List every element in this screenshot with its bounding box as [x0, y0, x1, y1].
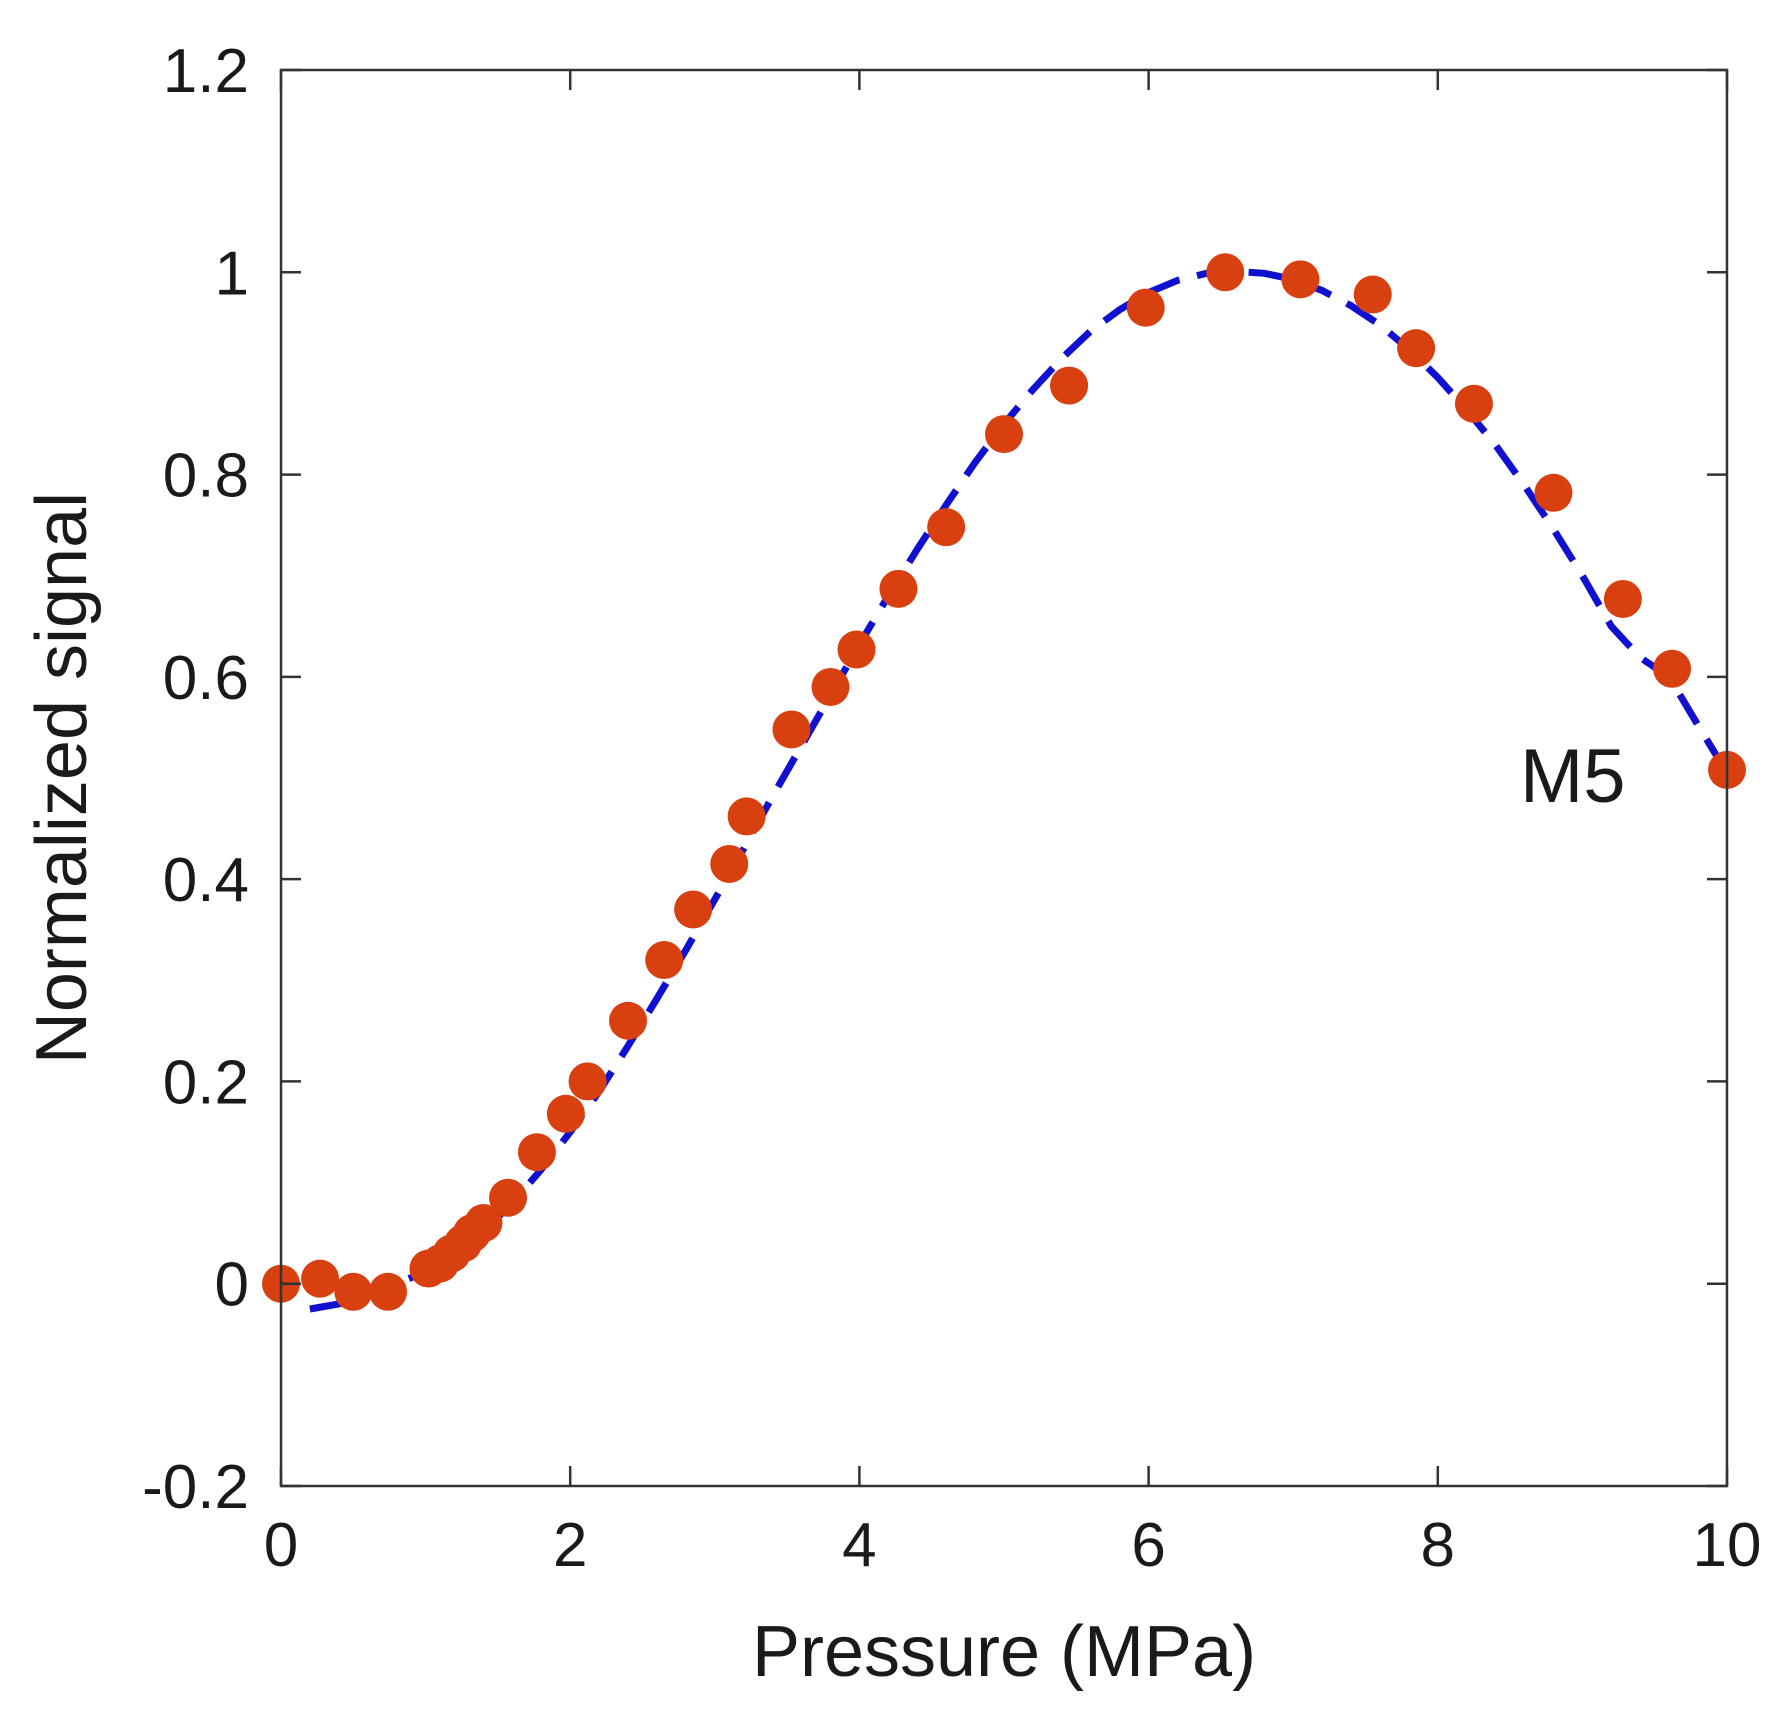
x-tick-label-4: 8	[1421, 1511, 1455, 1580]
data-point-22	[879, 569, 918, 608]
x-axis-label: Pressure (MPa)	[752, 1612, 1256, 1692]
data-point-34	[1653, 649, 1692, 688]
data-point-24	[985, 415, 1023, 454]
y-tick-label-4: 0.6	[163, 644, 249, 713]
data-point-9	[464, 1204, 503, 1243]
data-point-19	[772, 710, 811, 749]
x-tick-label-3: 6	[1131, 1511, 1165, 1580]
data-point-20	[811, 667, 850, 706]
x-tick-labels: 0 2 4 6 8 10	[264, 1511, 1762, 1580]
data-point-27	[1206, 253, 1245, 292]
data-point-25	[1050, 366, 1089, 405]
data-point-31	[1454, 384, 1493, 423]
data-point-28	[1281, 260, 1320, 299]
data-point-30	[1397, 329, 1436, 368]
data-point-29	[1353, 275, 1392, 314]
data-point-32	[1534, 473, 1573, 512]
x-tick-label-2: 4	[842, 1511, 876, 1580]
x-tick-label-1: 2	[553, 1511, 587, 1580]
data-point-21	[837, 630, 876, 669]
data-point-18	[727, 797, 766, 836]
y-axis-label: Normalized signal	[22, 492, 102, 1064]
series-annotation-label: M5	[1520, 734, 1626, 819]
data-points-layer	[262, 253, 1746, 1311]
data-point-12	[546, 1094, 585, 1133]
data-point-33	[1603, 579, 1642, 618]
x-tick-label-0: 0	[264, 1511, 298, 1580]
y-tick-label-3: 0.4	[163, 846, 249, 915]
plot-frame	[279, 68, 1729, 1488]
data-point-10	[489, 1178, 528, 1217]
y-tick-labels: -0.2 0 0.2 0.4 0.6 0.8 1 1.2	[142, 37, 249, 1522]
y-tick-label-6: 1	[215, 239, 249, 308]
data-point-15	[645, 941, 684, 980]
x-tick-label-5: 10	[1693, 1511, 1762, 1580]
data-point-1	[301, 1259, 340, 1298]
ticks-layer	[279, 68, 1729, 1488]
data-point-16	[674, 890, 713, 929]
y-tick-label-7: 1.2	[163, 37, 249, 106]
data-point-13	[568, 1062, 607, 1101]
data-point-23	[927, 508, 966, 547]
y-tick-label-0: -0.2	[142, 1453, 249, 1522]
data-point-2	[334, 1272, 373, 1311]
data-point-17	[710, 844, 749, 883]
data-point-26	[1126, 288, 1165, 327]
y-tick-label-1: 0	[215, 1251, 249, 1320]
y-tick-label-2: 0.2	[163, 1048, 249, 1117]
y-tick-label-5: 0.8	[163, 442, 249, 511]
data-point-3	[369, 1272, 408, 1311]
data-point-11	[517, 1133, 556, 1172]
data-point-14	[609, 1001, 648, 1040]
